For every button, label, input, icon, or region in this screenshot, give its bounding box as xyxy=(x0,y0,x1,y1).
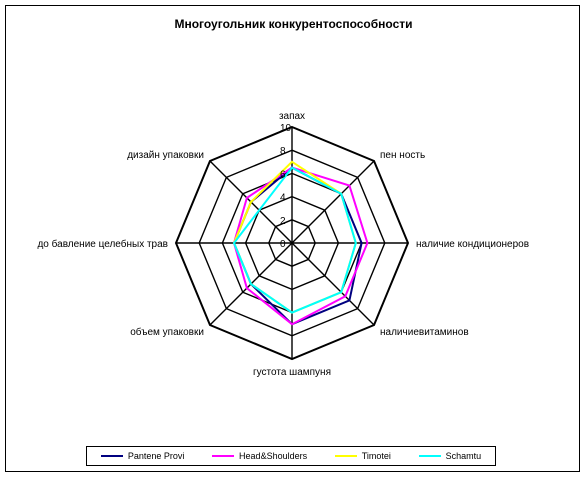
tick-label: 8 xyxy=(280,146,286,157)
legend-swatch xyxy=(100,455,123,457)
axis-label: наличиевитаминов xyxy=(380,327,469,338)
legend-swatch xyxy=(212,455,235,457)
legend-item: Pantene Provi xyxy=(100,451,185,461)
legend-label: Schamtu xyxy=(445,451,482,461)
chart-title: Многоугольник конкурентоспособности xyxy=(174,17,413,31)
legend-swatch xyxy=(334,455,357,457)
axis-label: пен ность xyxy=(380,150,425,161)
axis-spoke xyxy=(291,160,375,244)
legend: Pantene Provi Head&Shoulders Timotei Schamt… xyxy=(86,446,496,466)
legend-item: Schamtu xyxy=(418,451,482,461)
axis-label: запах xyxy=(279,111,305,122)
axis-label: объем упаковки xyxy=(130,326,204,338)
tick-label: 0 xyxy=(280,239,286,250)
axis-label: до бавление целебных трав xyxy=(37,238,168,250)
axis-label: дизайн упаковки xyxy=(127,150,204,161)
tick-label: 2 xyxy=(280,216,286,227)
axis-label: густота шампуня xyxy=(253,367,331,378)
series-line xyxy=(232,166,369,326)
tick-label: 4 xyxy=(280,193,286,204)
series-line xyxy=(232,166,363,326)
legend-label: Pantene Provi xyxy=(127,451,185,461)
legend-label: Timotei xyxy=(361,451,391,461)
axis-label: наличие кондиционеров xyxy=(416,239,529,250)
legend-item: Head&Shoulders xyxy=(212,451,307,461)
axis-spoke xyxy=(291,242,375,326)
legend-swatch xyxy=(418,455,441,457)
tick-label: 6 xyxy=(280,169,286,180)
series-line xyxy=(232,166,357,314)
legend-label: Head&Shoulders xyxy=(239,451,308,461)
series-line xyxy=(232,160,357,314)
tick-label: 10 xyxy=(280,123,292,134)
legend-item: Timotei xyxy=(334,451,391,461)
